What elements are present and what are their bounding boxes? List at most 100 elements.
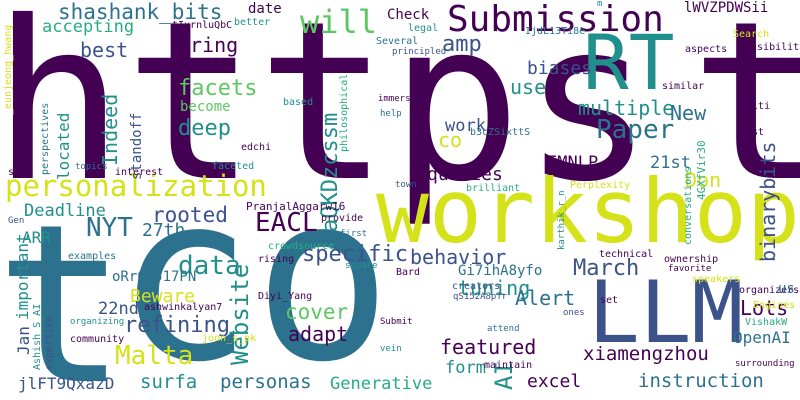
word-excel: excel bbox=[527, 371, 582, 392]
word-attend: attend bbox=[487, 324, 520, 334]
word-tiurnluqbc: tIurnluQbC bbox=[172, 20, 233, 31]
word-gen: Gen bbox=[8, 216, 25, 226]
word-4gxfvir30: 4GXfVir30 bbox=[695, 140, 708, 200]
word-march: March bbox=[573, 256, 640, 281]
word-specific: specific bbox=[302, 242, 408, 267]
word-visibility: visibility bbox=[745, 42, 800, 53]
word-help: help bbox=[380, 109, 402, 119]
word-technical: technical bbox=[599, 249, 654, 260]
word-form: form bbox=[445, 358, 486, 378]
word-b3czsixtts: b3cZSixttS bbox=[470, 127, 531, 138]
word-deep: deep bbox=[178, 116, 231, 141]
word-will: will bbox=[300, 3, 378, 41]
word-eunjeong-hwang: _eunjeong_hwang bbox=[3, 24, 14, 115]
word-sure: sure bbox=[8, 167, 33, 178]
word-engines: Engines bbox=[753, 300, 796, 311]
word-lots: Lots bbox=[740, 296, 789, 320]
word-check: Check bbox=[387, 7, 430, 23]
word-post: post bbox=[740, 127, 765, 138]
word-workshop: workshop bbox=[376, 160, 800, 263]
word-arr: ARR bbox=[22, 228, 51, 247]
word-personalization: personalization bbox=[5, 169, 267, 203]
word-maintain: maintain bbox=[484, 360, 533, 371]
word-personas: personas bbox=[220, 371, 312, 393]
word-deadline: Deadline bbox=[24, 201, 106, 221]
word-co-large: co bbox=[115, 146, 392, 400]
word-surrounding: surrounding bbox=[735, 359, 795, 369]
word-better: better bbox=[234, 17, 271, 28]
word-submission: Submission bbox=[447, 0, 664, 40]
word-t-top: t bbox=[690, 0, 800, 230]
word-ones: ones bbox=[563, 308, 585, 318]
word-xiamengzhou: xiamengzhou bbox=[583, 343, 709, 365]
word-edchi: edchi bbox=[241, 142, 272, 153]
word-amp: amp bbox=[442, 32, 482, 57]
word-conversations: conversations bbox=[683, 166, 694, 245]
word-new: New bbox=[670, 101, 707, 125]
word-accepting: accepting bbox=[42, 17, 135, 37]
word-queries: queries bbox=[427, 164, 503, 185]
word-first: first bbox=[340, 229, 368, 239]
word-search: Search bbox=[733, 29, 770, 40]
word-creators: creators bbox=[452, 281, 501, 292]
word-perspectives: perspectives bbox=[40, 102, 51, 175]
word-interest: interest bbox=[115, 167, 164, 178]
word-set: set bbox=[600, 295, 619, 306]
word-legal: legal bbox=[408, 23, 439, 34]
word-27th: 27th bbox=[142, 220, 186, 241]
word-jlft9qxazd: jlFT9QxazD bbox=[18, 374, 115, 393]
word-topics: topics bbox=[75, 162, 108, 172]
word-diyi-yang: Diyi_Yang bbox=[258, 291, 313, 302]
word-joon-s-pk: joon_s_pk bbox=[202, 333, 257, 344]
word-tuning: tuning bbox=[458, 276, 531, 300]
word-22nd: 22nd bbox=[98, 299, 139, 319]
word-organizing: organizing bbox=[70, 317, 125, 327]
word-rooted: rooted bbox=[152, 203, 228, 227]
word-21st: 21st bbox=[650, 153, 691, 173]
word-cover: cover bbox=[285, 300, 349, 324]
word-philosophical: philosophical bbox=[339, 73, 350, 152]
word-best: best bbox=[80, 38, 129, 62]
word-multiple: multiple bbox=[578, 96, 675, 120]
word-facets: facets bbox=[178, 76, 258, 101]
word-principled: principled bbox=[392, 47, 447, 57]
word-organizers: organizers bbox=[739, 285, 800, 296]
word-llm: LLM bbox=[588, 263, 744, 363]
word-work: work bbox=[445, 116, 486, 136]
word-qs152a8ptr: qS152A8pTr bbox=[453, 292, 508, 302]
word-ashwinkalyan7: ashwinkalyan7 bbox=[144, 302, 223, 313]
word-ownership: ownership bbox=[664, 254, 719, 265]
word-biases: biases bbox=[527, 58, 593, 79]
word-nyt: NYT bbox=[86, 213, 133, 243]
word-multi: multi bbox=[740, 101, 771, 112]
word-vein: vein bbox=[380, 344, 402, 354]
word-expertise: expertise bbox=[44, 315, 55, 370]
word-us: us bbox=[778, 281, 795, 297]
word-https: https bbox=[0, 0, 655, 230]
word-rt: RT bbox=[583, 18, 675, 107]
word-gi7iha8yfo: Gi7ihA8yfo bbox=[458, 263, 543, 279]
word-brilliant: brilliant bbox=[466, 183, 521, 194]
word-speakers: speakers bbox=[692, 274, 741, 285]
word-alert: Alert bbox=[515, 286, 576, 310]
word-ijdl13ti8e: IjdL13Ti8e bbox=[525, 26, 586, 37]
word-aspects: aspects bbox=[685, 44, 728, 55]
word-immerse: immerse bbox=[378, 94, 416, 104]
word-located: located bbox=[54, 112, 73, 180]
word-use: use bbox=[510, 75, 547, 99]
word-town: town bbox=[395, 180, 417, 190]
word-community: community bbox=[70, 334, 125, 345]
word-bard: Bard bbox=[396, 267, 421, 278]
word-karthik-r-n: karthik_r_n bbox=[557, 190, 567, 250]
word-don: Don bbox=[685, 168, 722, 192]
word-malta: Malta bbox=[115, 341, 194, 371]
word-behavior: behavior bbox=[410, 245, 507, 269]
word-generative: Generative bbox=[330, 374, 433, 394]
word-rising: rising bbox=[258, 254, 295, 265]
word-featured: featured bbox=[440, 335, 537, 359]
word-faceted: faceted bbox=[212, 161, 255, 172]
word-square: square bbox=[345, 261, 378, 271]
word-eacl: EACL bbox=[255, 208, 318, 238]
word-shashank-bits: shashank_bits bbox=[58, 0, 223, 24]
word-t-bottom: t bbox=[0, 177, 128, 400]
